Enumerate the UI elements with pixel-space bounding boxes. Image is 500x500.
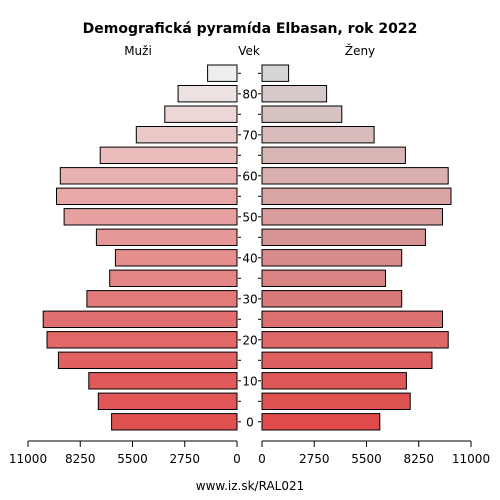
female-bar-35-39 (261, 269, 386, 288)
male-bar-65-69 (99, 146, 238, 165)
male-bar-10-14 (88, 372, 238, 390)
male-x-tick-label: 5500 (117, 452, 148, 466)
female-x-tick-label: 2750 (299, 452, 330, 466)
female-bar-85+ (261, 64, 290, 82)
male-bar-40-44 (114, 249, 238, 267)
female-bar-60-64 (261, 167, 449, 185)
male-bar-25-29 (42, 310, 238, 329)
female-bars (261, 64, 452, 431)
age-axis: 0 10 20 30 40 50 60 70 80 (238, 72, 261, 429)
female-bar-70-74 (261, 126, 375, 144)
female-bar-25-29 (261, 310, 443, 329)
female-bar-5-9 (261, 392, 411, 411)
age-tick-label: 10 (242, 374, 257, 388)
female-bar-50-54 (261, 208, 443, 226)
male-bar-45-49 (95, 228, 238, 247)
age-tick-label: 50 (242, 210, 257, 224)
female-x-tick-label: 11000 (452, 452, 490, 466)
age-header: Vek (238, 44, 260, 58)
female-bar-20-24 (261, 331, 449, 349)
male-header: Muži (124, 44, 152, 58)
age-tick-label: 80 (242, 87, 257, 101)
male-bar-60-64 (59, 167, 238, 185)
male-bar-0-4 (111, 413, 238, 431)
male-bar-55-59 (56, 187, 238, 206)
female-bar-75-79 (261, 105, 343, 123)
male-x-tick-label: 11000 (9, 452, 47, 466)
age-tick-label: 40 (242, 251, 257, 265)
female-bar-10-14 (261, 372, 407, 390)
male-x-tick-label: 8250 (65, 452, 96, 466)
female-bar-80-84 (261, 85, 328, 103)
male-bar-15-19 (57, 351, 238, 370)
female-header: Ženy (345, 43, 375, 58)
male-bar-30-34 (86, 290, 238, 308)
female-bar-55-59 (261, 187, 452, 206)
male-bar-75-79 (164, 105, 238, 123)
female-bar-15-19 (261, 351, 433, 370)
age-tick-label: 0 (246, 415, 254, 429)
age-tick-label: 30 (242, 292, 257, 306)
male-x-tick-label: 2750 (169, 452, 200, 466)
male-x-axis: 11000 8250 5500 2750 0 (9, 440, 241, 466)
female-bar-0-4 (261, 413, 381, 431)
age-tick-label: 60 (242, 169, 257, 183)
male-x-tick-label: 0 (233, 452, 241, 466)
chart-title: Demografická pyramída Elbasan, rok 2022 (83, 21, 418, 37)
female-bar-45-49 (261, 228, 426, 247)
female-x-tick-label: 0 (258, 452, 266, 466)
age-tick-label: 20 (242, 333, 257, 347)
male-bar-35-39 (109, 269, 238, 288)
male-bar-50-54 (63, 208, 238, 226)
female-bar-40-44 (261, 249, 403, 267)
female-x-tick-label: 8250 (403, 452, 434, 466)
female-x-tick-label: 5500 (351, 452, 382, 466)
female-bar-65-69 (261, 146, 406, 165)
age-tick-label: 70 (242, 128, 257, 142)
male-bar-5-9 (97, 392, 238, 411)
male-bar-85+ (207, 64, 238, 82)
source-label: www.iz.sk/RAL021 (196, 479, 305, 493)
female-bar-30-34 (261, 290, 403, 308)
female-x-axis: 0 2750 5500 8250 11000 (258, 440, 490, 466)
male-bar-20-24 (46, 331, 238, 349)
male-bar-80-84 (177, 85, 238, 103)
male-bar-70-74 (135, 126, 238, 144)
male-bars (42, 64, 238, 431)
